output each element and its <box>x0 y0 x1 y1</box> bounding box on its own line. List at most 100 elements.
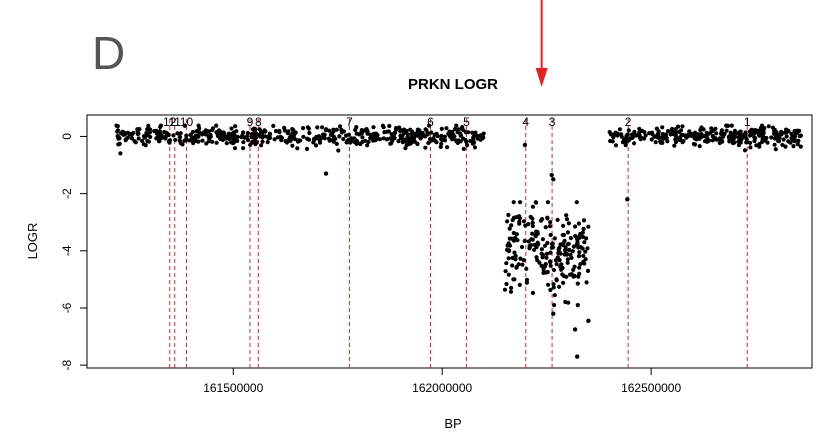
data-point <box>439 133 444 139</box>
data-point <box>679 128 684 133</box>
data-point <box>658 140 663 145</box>
data-point <box>571 244 577 249</box>
data-point <box>632 141 637 146</box>
data-point <box>336 148 341 153</box>
data-point <box>155 136 160 141</box>
data-point <box>292 136 297 142</box>
data-point <box>312 136 317 141</box>
data-point <box>129 136 135 141</box>
data-point <box>326 136 331 141</box>
data-point <box>408 127 413 132</box>
data-point <box>769 135 774 140</box>
data-point <box>653 140 658 145</box>
data-point <box>475 133 480 138</box>
data-point <box>188 132 193 137</box>
data-point <box>229 126 234 131</box>
data-point <box>637 130 642 135</box>
data-point <box>470 130 475 135</box>
data-point <box>578 245 583 250</box>
data-point <box>729 123 734 128</box>
data-point <box>353 127 358 132</box>
data-point <box>320 135 326 140</box>
data-point <box>382 130 387 135</box>
data-point <box>278 134 283 139</box>
data-point <box>384 137 389 142</box>
data-point <box>511 200 516 205</box>
data-point <box>454 123 459 128</box>
chart-title: PRKN LOGR <box>408 76 498 93</box>
data-point <box>565 260 570 265</box>
exon-label-3: 3 <box>549 115 556 129</box>
data-point <box>521 219 527 224</box>
data-point <box>378 137 383 142</box>
data-point <box>569 255 574 260</box>
data-point <box>773 147 778 152</box>
data-point <box>173 137 178 142</box>
data-point <box>245 137 251 143</box>
data-point <box>583 249 588 254</box>
data-point <box>301 126 306 131</box>
data-point <box>429 138 434 143</box>
data-point <box>210 139 215 144</box>
data-point <box>630 135 635 140</box>
data-point <box>687 132 692 137</box>
data-point <box>352 137 357 142</box>
data-point <box>772 142 777 147</box>
data-point <box>331 139 336 144</box>
data-point <box>506 256 511 261</box>
data-point <box>753 136 758 141</box>
data-point <box>120 129 125 134</box>
data-point <box>783 144 788 149</box>
data-point <box>509 223 514 228</box>
data-point <box>202 131 207 136</box>
data-point <box>761 134 766 139</box>
data-point <box>507 226 512 231</box>
data-point <box>444 126 449 131</box>
data-point <box>537 260 542 265</box>
y-axis: 0 -2 -4 -6 -8 <box>60 133 87 370</box>
data-point <box>317 138 322 143</box>
data-point <box>273 129 279 134</box>
data-point <box>311 140 316 145</box>
data-point <box>623 143 628 148</box>
data-point <box>432 138 438 143</box>
data-point <box>286 129 291 134</box>
x-tick-label: 162500000 <box>621 381 681 395</box>
data-point <box>506 272 511 277</box>
data-point <box>722 131 727 137</box>
data-point <box>791 144 796 149</box>
data-point <box>231 136 236 141</box>
data-point <box>568 252 573 257</box>
data-point <box>548 250 553 255</box>
data-point <box>143 143 148 148</box>
data-point <box>505 219 510 224</box>
data-point <box>561 223 566 228</box>
data-point <box>544 255 549 260</box>
data-point <box>466 130 471 135</box>
data-point <box>717 137 722 142</box>
data-point <box>290 143 295 148</box>
data-point <box>561 243 566 248</box>
data-point <box>526 222 531 227</box>
data-point <box>564 213 569 218</box>
data-point <box>748 140 753 145</box>
exon-label-2: 2 <box>625 115 632 129</box>
data-point <box>731 141 736 146</box>
data-point <box>680 140 685 145</box>
data-point <box>447 133 452 138</box>
data-point <box>473 130 478 135</box>
data-point <box>784 134 789 139</box>
data-point <box>148 134 153 140</box>
data-point <box>536 242 541 247</box>
data-point <box>145 127 150 132</box>
data-point <box>684 134 689 139</box>
data-point <box>233 124 238 129</box>
data-point <box>461 146 466 151</box>
data-point <box>650 132 655 137</box>
data-point <box>439 126 444 131</box>
data-point <box>734 131 740 136</box>
data-point <box>505 247 510 252</box>
data-point <box>218 136 223 142</box>
y-tick-label: -2 <box>60 188 74 199</box>
